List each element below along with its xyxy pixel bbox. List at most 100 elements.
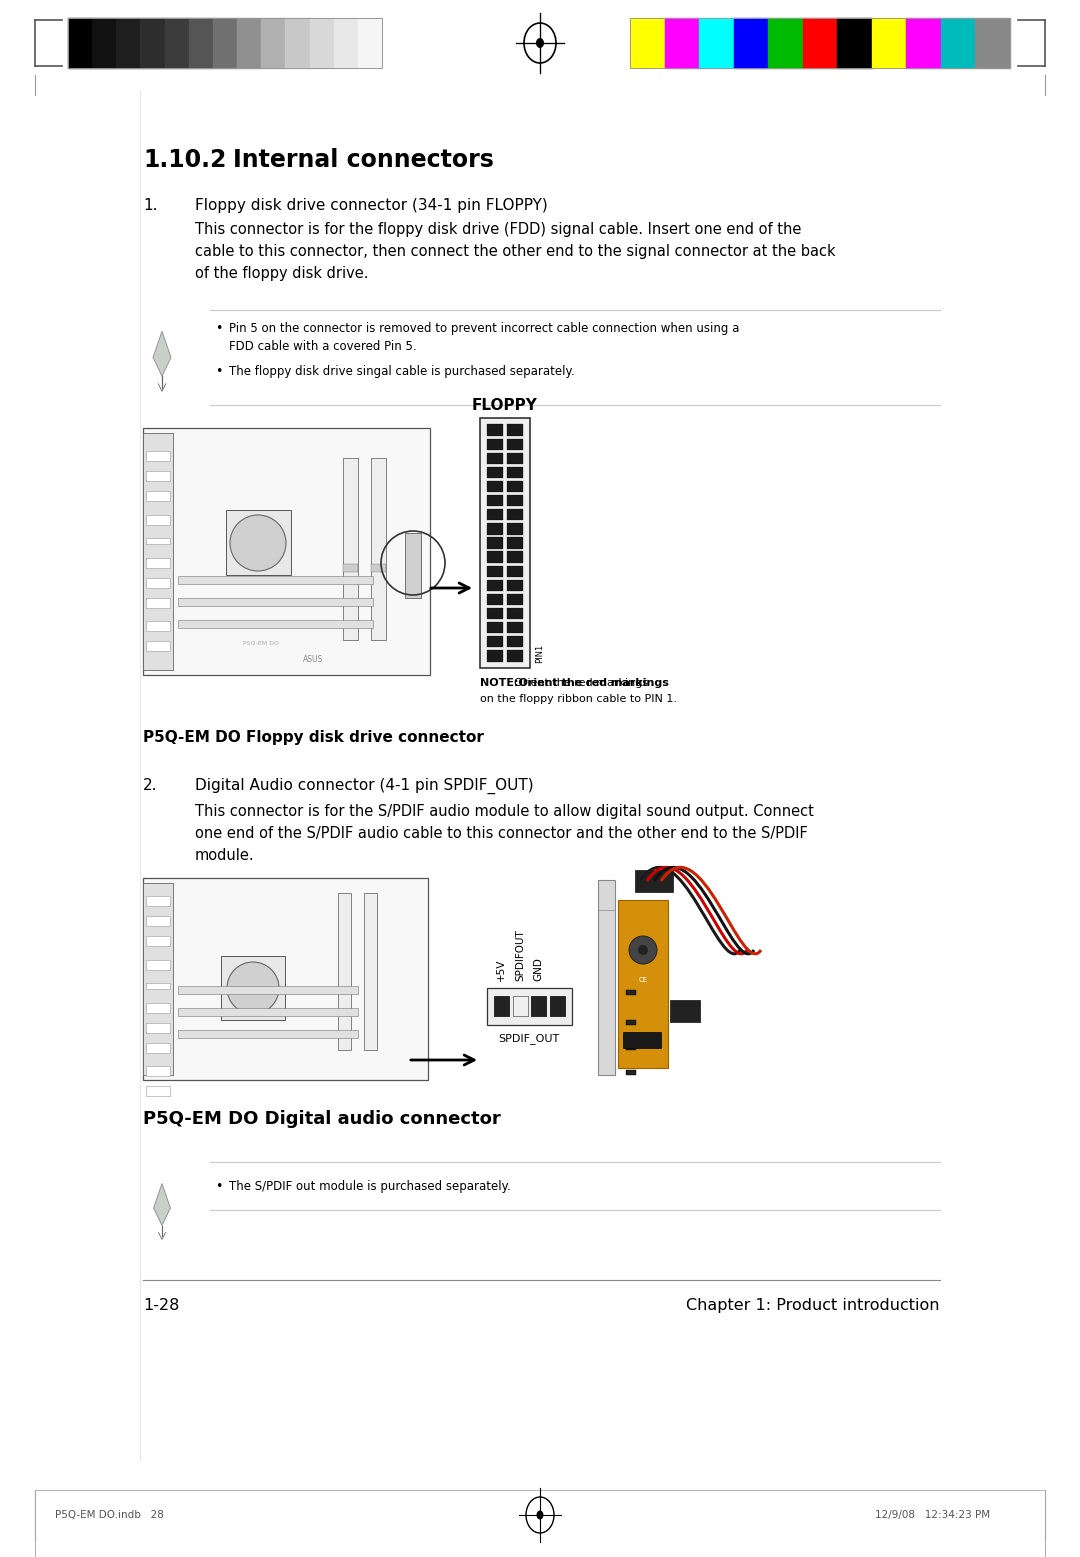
Bar [507,551,523,562]
Bar [146,1023,170,1032]
Bar [507,439,523,450]
Bar [238,19,261,69]
Bar [837,19,872,69]
Bar [872,19,906,69]
Bar [143,878,428,1081]
Bar [941,19,975,69]
Bar [487,425,503,436]
Text: FLOPPY: FLOPPY [472,399,538,413]
Bar [507,537,523,548]
Bar [507,425,523,436]
Bar [626,1020,636,1025]
Text: SPDIF_OUT: SPDIF_OUT [498,1032,559,1043]
Ellipse shape [537,1510,543,1520]
Text: P5Q-EM DO Floppy disk drive connector: P5Q-EM DO Floppy disk drive connector [143,730,484,744]
Bar [487,467,503,478]
Ellipse shape [536,37,544,48]
Bar [146,1067,170,1076]
Bar [494,996,509,1017]
Text: Orient the red markings: Orient the red markings [514,677,648,688]
Bar [146,982,170,989]
Bar [143,433,173,670]
Text: Internal connectors: Internal connectors [233,148,494,171]
Bar [507,579,523,592]
Text: GND: GND [534,958,544,981]
Text: The S/PDIF out module is purchased separately.: The S/PDIF out module is purchased separ… [229,1180,511,1193]
Bar [146,895,170,906]
Bar [405,532,421,598]
Bar [143,428,430,676]
Bar [487,565,503,578]
Bar [178,1031,357,1039]
Bar [178,576,373,584]
Bar [626,1045,636,1049]
Bar [507,495,523,506]
Text: Digital Audio connector (4-1 pin SPDIF_OUT): Digital Audio connector (4-1 pin SPDIF_O… [195,778,534,794]
Bar [146,961,170,970]
Bar [768,19,802,69]
Bar [364,894,377,1049]
Bar [143,883,173,1074]
Bar [487,623,503,634]
Text: 1-28: 1-28 [143,1299,179,1313]
Bar [487,579,503,592]
Bar [487,537,503,548]
Text: •: • [215,364,222,378]
Bar [146,557,170,568]
Bar [146,598,170,607]
Bar [487,651,503,662]
Bar [285,19,310,69]
Bar [146,578,170,589]
Circle shape [230,515,286,571]
Bar [487,637,503,648]
Circle shape [638,945,648,954]
Bar [487,509,503,520]
Text: 2.: 2. [143,778,158,793]
Bar [372,564,386,573]
Text: Pin 5 on the connector is removed to prevent incorrect cable connection when usi: Pin 5 on the connector is removed to pre… [229,322,740,335]
Bar [507,565,523,578]
Bar [178,598,373,606]
Text: cable to this connector, then connect the other end to the signal connector at t: cable to this connector, then connect th… [195,244,836,258]
Text: SPDIFOUT: SPDIFOUT [515,930,525,981]
Bar [92,19,117,69]
Bar [507,607,523,620]
Text: P5Q-EM DO Digital audio connector: P5Q-EM DO Digital audio connector [143,1110,501,1127]
Bar [670,1000,700,1021]
Bar [487,453,503,464]
Bar [338,894,351,1049]
Text: CE: CE [638,976,648,982]
Text: •: • [215,322,222,335]
Bar [357,19,382,69]
Bar [343,458,357,640]
Bar [626,990,636,995]
Bar [550,996,565,1017]
Bar [261,19,285,69]
Bar [146,916,170,926]
Bar [487,607,503,620]
Text: 1.: 1. [143,198,158,213]
Bar [802,19,837,69]
Bar [618,900,669,1068]
Bar [372,458,386,640]
Circle shape [629,936,657,964]
Bar [630,19,1010,69]
Bar [507,651,523,662]
Bar [699,19,733,69]
Bar [178,1007,357,1017]
Text: module.: module. [195,849,255,863]
Text: ASUS: ASUS [303,655,323,663]
Bar [117,19,140,69]
Bar [164,19,189,69]
Bar [507,623,523,634]
Text: Chapter 1: Product introduction: Chapter 1: Product introduction [687,1299,940,1313]
Bar [213,19,238,69]
Text: NOTE:Orient the red markings: NOTE:Orient the red markings [480,677,669,688]
Bar [598,880,615,1074]
Bar [487,551,503,562]
Bar [733,19,768,69]
Bar [507,637,523,648]
Text: Floppy disk drive connector (34-1 pin FLOPPY): Floppy disk drive connector (34-1 pin FL… [195,198,548,213]
Bar [146,936,170,947]
Circle shape [227,962,279,1014]
